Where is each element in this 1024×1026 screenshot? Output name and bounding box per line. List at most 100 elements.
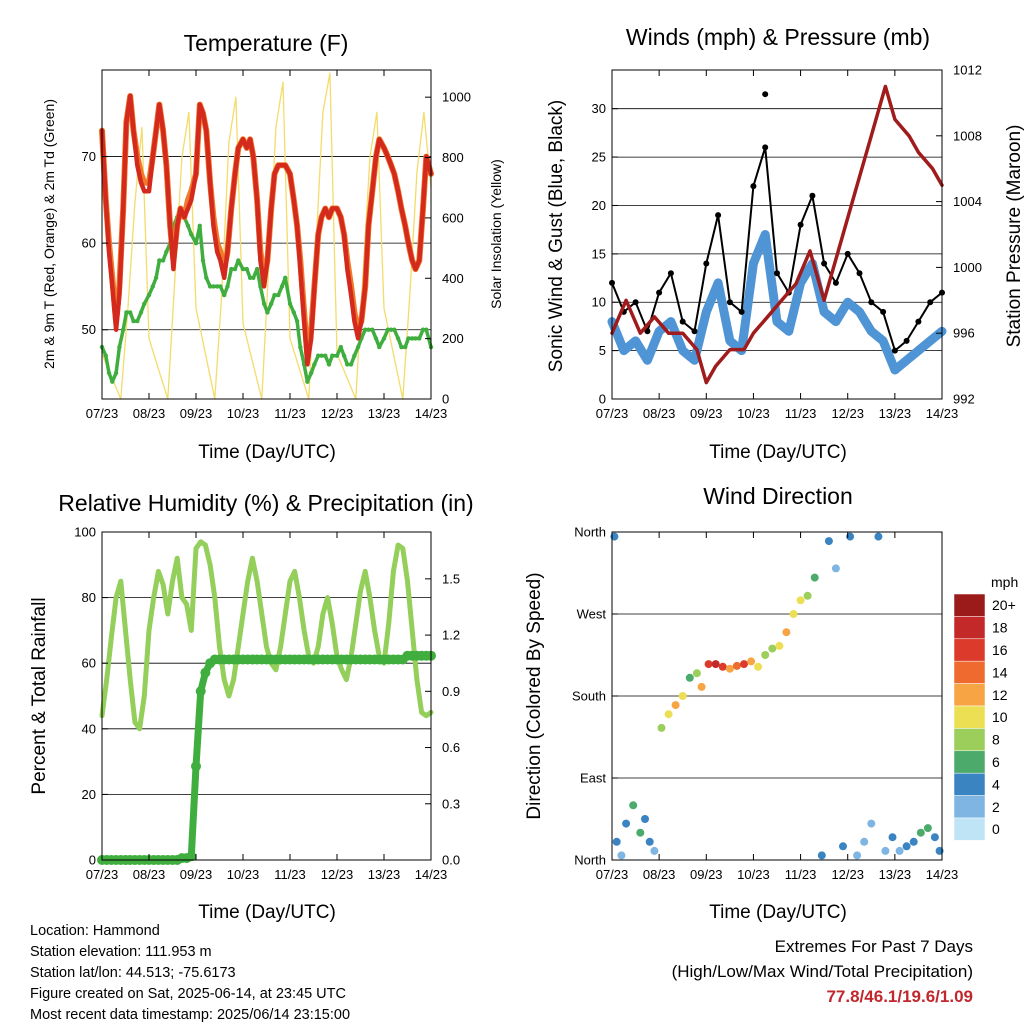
wind-point (844, 298, 852, 306)
y2-tick-label: 1008 (953, 128, 982, 143)
dewpoint-point (261, 301, 267, 306)
rainfall-point (191, 761, 201, 772)
gust-point (667, 270, 674, 277)
y2-tick-label: 1000 (442, 90, 471, 105)
dewpoint-point (135, 318, 140, 324)
direction-point (685, 673, 694, 682)
x-tick-label: 13/23 (368, 867, 401, 882)
gust-point (715, 212, 722, 219)
wind-point (655, 327, 663, 335)
gust-point (726, 299, 733, 306)
wind-point (926, 337, 934, 345)
x-tick-label: 14/23 (926, 406, 959, 421)
x-tick-label: 07/23 (596, 406, 629, 421)
y-tick-label: 70 (82, 149, 96, 164)
direction-point (881, 846, 890, 855)
wind-point (643, 356, 651, 364)
dewpoint-point (128, 310, 133, 315)
y-tick-label: 20 (592, 198, 606, 213)
y2-tick-label: 992 (953, 392, 975, 407)
dewpoint-point (110, 379, 115, 384)
direction-point (810, 573, 819, 582)
dewpoint-point (370, 327, 375, 332)
dewpoint-point (189, 232, 194, 237)
wind-direction-ylabel: Direction (Colored By Speed) (524, 572, 545, 819)
dewpoint-point (204, 275, 209, 280)
direction-point (645, 837, 654, 846)
wind-point (714, 279, 722, 287)
dewpoint-point (381, 336, 387, 341)
dewpoint-point (236, 258, 241, 263)
y-tick-label: 25 (592, 150, 606, 165)
extremes-box: Extremes For Past 7 Days (High/Low/Max W… (672, 934, 973, 1009)
rainfall-point (200, 667, 211, 678)
colorbar-swatch (953, 638, 986, 662)
direction-point (664, 710, 673, 719)
y-tick-label: South (572, 689, 606, 704)
x-tick-label: 09/23 (690, 406, 723, 421)
direction-point (782, 628, 791, 637)
dewpoint-point (348, 362, 354, 367)
dewpoint-point (319, 353, 324, 358)
dewpoint-point (287, 301, 293, 306)
gust-point (856, 270, 863, 277)
colorbar-swatch (953, 660, 986, 684)
dewpoint-point (403, 344, 408, 350)
direction-point (697, 682, 706, 691)
wind-point (856, 308, 863, 316)
dewpoint-point (276, 292, 281, 298)
x-tick-label: 13/23 (368, 406, 401, 421)
y-tick-label: 100 (74, 525, 96, 540)
dewpoint-point (312, 362, 317, 367)
y-tick-label: 15 (592, 246, 606, 261)
direction-point (916, 828, 925, 837)
direction-point (754, 662, 763, 671)
x-tick-label: 11/23 (274, 406, 306, 421)
direction-point (718, 662, 727, 671)
y-tick-label: 10 (592, 295, 606, 310)
dewpoint-point (138, 310, 144, 315)
y-tick-label: 20 (82, 787, 96, 802)
y-tick-label: East (580, 771, 606, 786)
dewpoint-point (146, 292, 152, 298)
wind-direction-xlabel: Time (Day/UTC) (709, 902, 847, 923)
dewpoint-point (338, 344, 343, 350)
direction-point (650, 846, 659, 855)
gust-point (738, 308, 745, 315)
winds-y2label: Station Pressure (Maroon) (1004, 125, 1024, 348)
y2-tick-label: 600 (442, 210, 464, 225)
extremes-desc: (High/Low/Max Wind/Total Precipitation) (671, 962, 973, 981)
plot-frame (101, 69, 432, 400)
colorbar-swatch (953, 795, 986, 819)
y2-tick-label: 0.3 (442, 796, 460, 811)
direction-point (888, 833, 897, 842)
dewpoint-point (330, 353, 335, 358)
dewpoint-point (417, 336, 422, 341)
rainfall-series (98, 652, 435, 864)
wind-point (832, 318, 840, 326)
direction-point (853, 851, 862, 860)
winds-panel: Winds (mph) & Pressure (mb) Sonic Wind &… (546, 24, 1024, 463)
gust-point (691, 328, 698, 335)
y-tick-label: 30 (592, 101, 606, 116)
dewpoint-point (211, 284, 216, 289)
x-tick-label: 11/23 (785, 867, 817, 882)
direction-point (923, 824, 932, 833)
direction-point (817, 851, 826, 860)
dewpoint-point (113, 370, 119, 376)
dewpoint-point (232, 266, 238, 272)
location-text: Location: Hammond (30, 923, 160, 939)
dewpoint-point (121, 327, 126, 332)
gust-point (797, 221, 804, 228)
dewpoint-point (377, 344, 382, 350)
direction-point (641, 815, 649, 823)
dewpoint-point (164, 249, 169, 254)
dewpoint-point (424, 327, 429, 332)
direction-point (612, 837, 621, 846)
gust-point (880, 308, 887, 315)
gust-point (927, 299, 934, 306)
direction-point (671, 701, 680, 710)
dewpoint-point (258, 284, 263, 289)
temperature-ylabel: 2m & 9m T (Red, Orange) & 2m Td (Green) (41, 99, 57, 369)
y-tick-label: 0 (89, 853, 96, 868)
